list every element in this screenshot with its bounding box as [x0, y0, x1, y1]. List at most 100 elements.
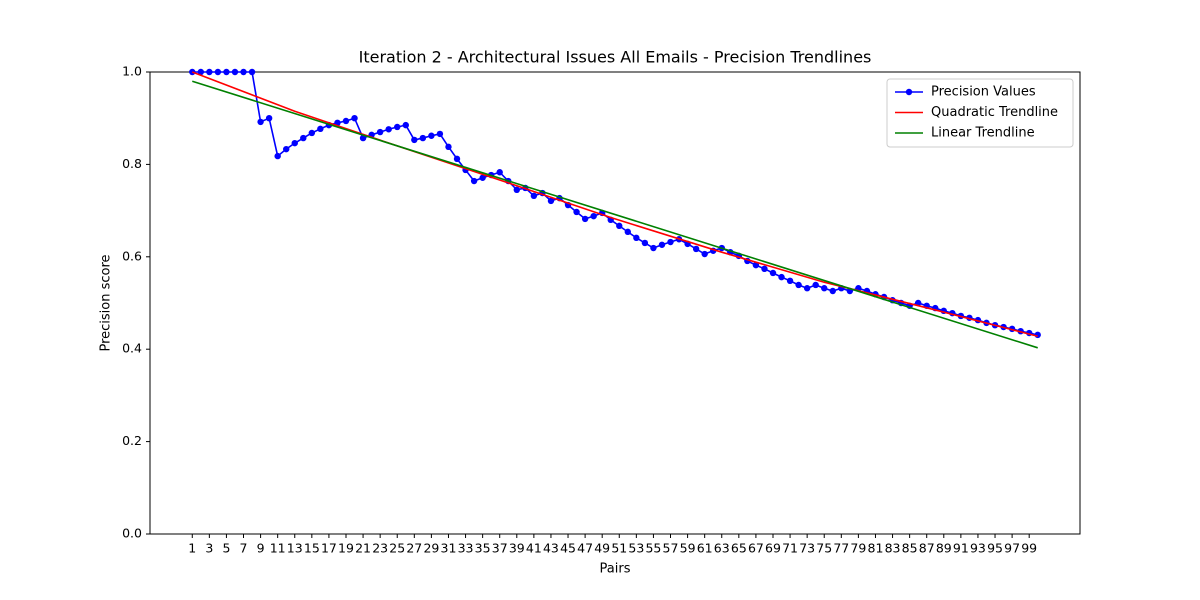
data-point	[257, 118, 264, 126]
data-point	[496, 169, 503, 176]
y-tick-label: 0.8	[122, 156, 142, 171]
x-tick-label: 61	[697, 541, 713, 556]
x-tick-label: 53	[628, 541, 644, 556]
legend-label: Quadratic Trendline	[931, 105, 1058, 120]
x-tick-label: 11	[270, 541, 286, 556]
x-tick-label: 73	[799, 541, 815, 556]
x-tick-label: 49	[594, 541, 610, 556]
x-tick-label: 9	[257, 541, 265, 556]
data-point	[394, 123, 401, 131]
data-point	[436, 130, 444, 138]
data-point	[283, 145, 290, 153]
x-tick-label: 57	[663, 541, 679, 556]
data-point	[214, 68, 222, 76]
x-tick-label: 29	[423, 541, 439, 556]
x-tick-label: 33	[458, 541, 474, 556]
data-point	[761, 265, 768, 273]
legend-box	[886, 78, 1074, 148]
data-point	[300, 134, 307, 142]
data-point	[513, 186, 520, 194]
y-tick-label: 1.0	[122, 64, 142, 79]
x-tick-label: 43	[543, 541, 559, 556]
data-point	[385, 126, 392, 133]
data-point	[248, 68, 256, 76]
data-point	[419, 134, 427, 142]
x-tick-label: 31	[441, 541, 457, 556]
x-tick-label: 21	[355, 541, 371, 556]
data-point	[240, 68, 247, 76]
x-tick-label: 45	[560, 541, 576, 556]
data-point	[641, 239, 649, 247]
data-point	[821, 285, 828, 292]
data-point	[402, 121, 409, 129]
data-point	[692, 245, 700, 253]
data-point	[650, 244, 657, 252]
y-tick-label: 0.4	[122, 341, 142, 356]
x-tick-label: 55	[645, 541, 661, 556]
x-tick-label: 87	[919, 541, 935, 556]
y-tick-label: 0.6	[122, 248, 142, 263]
data-point	[453, 155, 461, 163]
x-tick-label: 47	[577, 541, 593, 556]
x-tick-label: 13	[287, 541, 303, 556]
x-tick-label: 3	[205, 541, 213, 556]
data-point	[265, 115, 273, 122]
y-axis-label: Precision score	[99, 254, 114, 351]
legend-label: Linear Trendline	[931, 126, 1035, 141]
x-tick-label: 79	[850, 541, 866, 556]
x-tick-label: 35	[475, 541, 491, 556]
x-tick-label: 27	[406, 541, 422, 556]
data-point	[573, 208, 580, 216]
data-point	[752, 261, 760, 269]
x-tick-label: 77	[833, 541, 849, 556]
data-point	[701, 250, 708, 258]
data-point	[291, 139, 298, 147]
x-tick-label: 65	[731, 541, 747, 556]
x-tick-label: 5	[222, 541, 230, 556]
data-point	[231, 68, 239, 76]
x-tick-label: 93	[970, 541, 986, 556]
y-tick-label: 0.2	[122, 433, 142, 448]
x-tick-label: 37	[492, 541, 508, 556]
data-point	[590, 212, 597, 220]
data-point	[411, 136, 418, 144]
data-point	[667, 238, 674, 246]
data-point	[223, 68, 230, 76]
data-point	[206, 68, 213, 76]
data-point	[786, 277, 794, 285]
series-line	[191, 71, 1038, 338]
data-point	[658, 241, 666, 248]
x-tick-label: 25	[389, 541, 405, 556]
data-point	[795, 281, 802, 289]
x-tick-label: 51	[611, 541, 627, 556]
data-point	[624, 228, 632, 236]
legend-marker	[905, 88, 913, 96]
x-tick-label: 95	[987, 541, 1003, 556]
x-tick-label: 91	[953, 541, 969, 556]
data-point	[769, 269, 777, 277]
x-tick-label: 23	[372, 541, 388, 556]
data-point	[317, 125, 324, 133]
series-line	[192, 80, 1038, 349]
data-point	[547, 197, 555, 205]
data-point	[633, 234, 640, 242]
data-point	[530, 192, 538, 200]
x-tick-label: 89	[936, 541, 952, 556]
data-point	[812, 281, 819, 289]
data-point	[197, 68, 205, 76]
data-point	[616, 222, 623, 230]
x-tick-label: 1	[188, 541, 196, 556]
data-point	[445, 143, 452, 151]
data-point	[778, 273, 785, 281]
x-tick-label: 17	[321, 541, 337, 556]
data-point	[359, 134, 367, 142]
data-point	[581, 215, 589, 223]
data-point	[479, 174, 486, 181]
data-point	[428, 132, 435, 139]
x-tick-label: 7	[240, 541, 248, 556]
data-point	[274, 152, 281, 160]
x-tick-label: 83	[885, 541, 901, 556]
x-tick-label: 69	[765, 541, 781, 556]
x-tick-label: 97	[1004, 541, 1020, 556]
legend: Precision Values Quadratic Trendline Linea…	[886, 78, 1074, 148]
